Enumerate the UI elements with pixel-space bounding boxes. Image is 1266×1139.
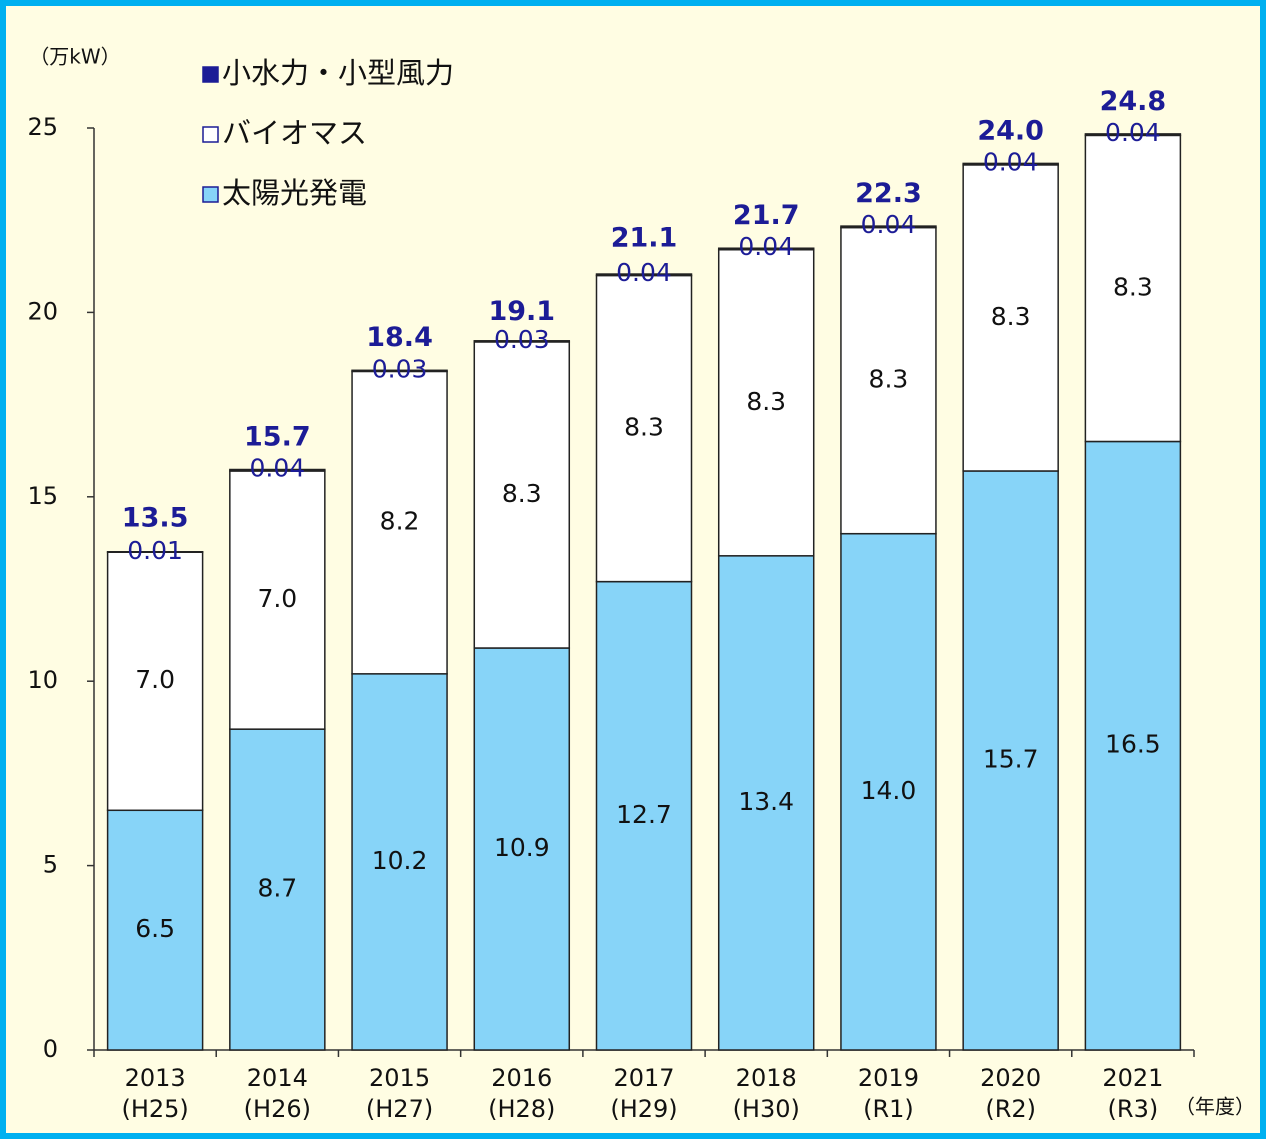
small-value-label: 0.04 <box>1105 118 1161 147</box>
total-label: 18.4 <box>366 322 433 353</box>
y-tick-label: 0 <box>43 1035 58 1063</box>
bar-segment <box>1084 133 1182 137</box>
bar-segment <box>717 555 815 1051</box>
value-label: 7.0 <box>135 665 175 694</box>
bar-segment <box>962 470 1059 1051</box>
bar-segment <box>717 247 815 251</box>
bar-segment <box>595 580 693 1051</box>
value-label: 8.7 <box>257 874 297 903</box>
value-label: 10.2 <box>372 846 428 875</box>
value-label: 12.7 <box>616 800 672 829</box>
value-label: 8.3 <box>869 365 909 394</box>
bar-segment <box>962 164 1059 472</box>
legend-label: 小水力・小型風力 <box>222 56 454 90</box>
bar-segment <box>840 226 937 535</box>
x-tick-label: 2014 <box>247 1064 308 1092</box>
y-tick-label: 5 <box>43 851 58 879</box>
total-label: 24.0 <box>977 115 1044 146</box>
bar-segment <box>229 470 326 730</box>
total-label: 19.1 <box>488 296 555 327</box>
bar-segment <box>962 162 1059 166</box>
bar-segment <box>595 274 693 583</box>
total-label: 15.7 <box>244 421 311 452</box>
x-tick-label: 2020 <box>980 1064 1041 1092</box>
value-label: 8.3 <box>624 413 664 442</box>
legend-marker <box>202 126 219 143</box>
x-tick-sublabel: (H25) <box>121 1095 188 1123</box>
bar-segment <box>840 225 937 229</box>
x-tick-label: 2015 <box>369 1064 430 1092</box>
bar-segment <box>1084 440 1182 1051</box>
x-tick-sublabel: (H30) <box>733 1095 800 1123</box>
small-value-label: 0.04 <box>983 147 1039 176</box>
total-label: 21.7 <box>733 200 800 231</box>
small-value-label: 0.01 <box>127 536 183 565</box>
value-label: 8.3 <box>991 302 1031 331</box>
y-tick-label: 15 <box>27 482 58 510</box>
value-label: 8.3 <box>502 479 542 508</box>
y-unit-label: （万kW） <box>29 45 120 69</box>
x-tick-sublabel: (R2) <box>985 1095 1036 1123</box>
bar-segment <box>473 341 571 649</box>
small-value-label: 0.04 <box>616 258 672 287</box>
total-label: 21.1 <box>611 222 678 253</box>
value-label: 8.3 <box>746 387 786 416</box>
bar-segment <box>473 340 571 343</box>
value-label: 16.5 <box>1105 730 1161 759</box>
total-label: 24.8 <box>1100 86 1167 117</box>
bar-segment <box>840 532 937 1051</box>
x-tick-label: 2021 <box>1102 1064 1163 1092</box>
y-tick-label: 10 <box>27 666 58 694</box>
bar-segment <box>351 370 448 675</box>
value-label: 8.2 <box>380 507 420 536</box>
x-tick-sublabel: (R1) <box>863 1095 914 1123</box>
value-label: 7.0 <box>257 584 297 613</box>
x-tick-sublabel: (H27) <box>366 1095 433 1123</box>
total-label: 22.3 <box>855 178 922 209</box>
bar-segment <box>595 273 693 277</box>
x-tick-label: 2016 <box>491 1064 552 1092</box>
legend-label: バイオマス <box>222 116 367 150</box>
small-value-label: 0.04 <box>249 454 305 483</box>
x-tick-sublabel: (H29) <box>610 1095 677 1123</box>
value-label: 15.7 <box>983 744 1039 773</box>
bar-segment <box>1084 134 1182 443</box>
x-tick-label: 2017 <box>613 1064 674 1092</box>
value-label: 14.0 <box>861 776 917 805</box>
legend-label: 太陽光発電 <box>222 176 367 210</box>
bar-segment <box>106 551 204 554</box>
x-tick-sublabel: (R3) <box>1108 1095 1159 1123</box>
y-tick-label: 25 <box>27 113 58 141</box>
x-tick-label: 2018 <box>736 1064 797 1092</box>
value-label: 10.9 <box>494 833 550 862</box>
small-value-label: 0.03 <box>494 325 550 354</box>
bar-segment <box>717 248 815 557</box>
y-tick-label: 20 <box>27 297 58 325</box>
value-label: 8.3 <box>1113 272 1153 301</box>
bar-segment <box>473 647 571 1051</box>
small-value-label: 0.04 <box>738 232 794 261</box>
small-value-label: 0.03 <box>372 354 428 383</box>
x-tick-sublabel: (H28) <box>488 1095 555 1123</box>
bar-segment <box>351 369 448 373</box>
total-label: 13.5 <box>122 503 189 534</box>
x-unit-label: （年度） <box>1175 1095 1255 1119</box>
bar-segment <box>229 468 326 472</box>
value-label: 6.5 <box>135 914 175 943</box>
x-tick-sublabel: (H26) <box>244 1095 311 1123</box>
value-label: 13.4 <box>738 787 794 816</box>
x-tick-label: 2019 <box>858 1064 919 1092</box>
legend-marker <box>202 186 219 203</box>
x-tick-label: 2013 <box>125 1064 186 1092</box>
legend-marker <box>202 66 219 83</box>
small-value-label: 0.04 <box>861 210 917 239</box>
